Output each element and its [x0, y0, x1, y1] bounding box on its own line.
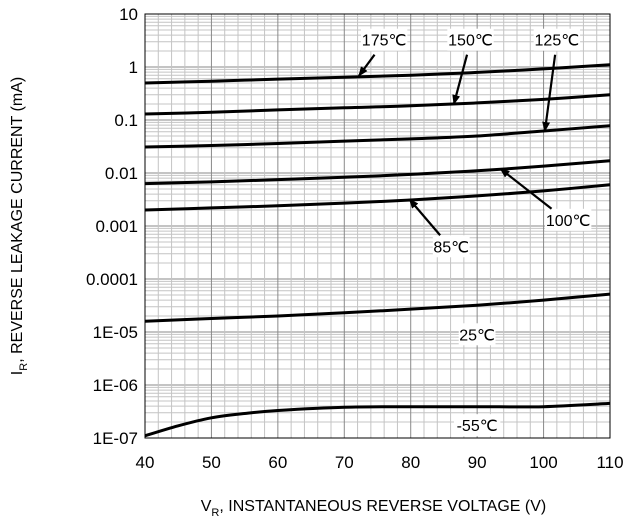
- x-tick-label: 90: [468, 453, 487, 472]
- temperature-annotations: 175℃ 150℃ 125℃ 100℃ 85℃ 25℃ -55℃: [358, 28, 592, 437]
- temperature-label: 100℃: [546, 213, 591, 230]
- grid-lines: [144, 13, 611, 439]
- annotation-arrow: [358, 54, 376, 77]
- y-tick-label: 1E-05: [93, 323, 138, 342]
- plot-frame: [144, 13, 611, 439]
- y-tick-label: 0.0001: [86, 270, 138, 289]
- annotation-background: [533, 28, 581, 51]
- x-tick-label: 60: [268, 453, 287, 472]
- x-tick-label: 100: [529, 453, 557, 472]
- temperature-label: -55℃: [457, 418, 498, 435]
- series-lines: [144, 63, 611, 438]
- x-axis-title-sub: R: [211, 507, 219, 519]
- annotation-arrow: [452, 54, 469, 106]
- temperature-label: 150℃: [448, 33, 493, 50]
- y-tick-label: 10: [119, 5, 138, 24]
- annotation-arrow: [542, 54, 557, 132]
- x-tick-label: 40: [136, 453, 155, 472]
- series-line: [144, 124, 611, 149]
- series-line: [144, 183, 611, 212]
- annotation-background: [544, 208, 592, 231]
- series-line: [144, 292, 611, 323]
- y-tick-label: 0.01: [105, 164, 138, 183]
- temperature-label: 85℃: [433, 239, 469, 256]
- annotation-background: [360, 28, 408, 51]
- x-tick-label: 70: [335, 453, 354, 472]
- series-line: [144, 159, 611, 186]
- x-tick-labels: 40 50 60 70 80 90 100 110: [136, 453, 624, 472]
- temperature-label: 175℃: [362, 33, 407, 50]
- x-tick-label: 110: [596, 453, 623, 472]
- y-axis-title: IR, REVERSE LEAKAGE CURRENT (mA): [9, 77, 30, 375]
- annotation-background: [453, 414, 501, 437]
- annotation-arrow: [408, 198, 441, 236]
- y-axis-title-sub: R: [18, 363, 30, 371]
- y-tick-label: 0.001: [95, 217, 138, 236]
- y-tick-label: 1: [129, 58, 138, 77]
- temperature-label: 125℃: [535, 33, 580, 50]
- x-axis-title: VR, INSTANTANEOUS REVERSE VOLTAGE (V): [201, 498, 547, 519]
- series-line: [144, 93, 611, 116]
- y-axis-title-rest: , REVERSE LEAKAGE CURRENT (mA): [9, 77, 26, 363]
- y-axis-title-main: I: [9, 371, 26, 375]
- y-tick-labels: 1E-07 1E-06 1E-05 0.0001 0.001 0.01 0.1 1 10: [86, 5, 138, 448]
- x-axis-title-main: V: [201, 498, 212, 515]
- y-tick-label: 1E-07: [93, 429, 138, 448]
- x-axis-title-rest: , INSTANTANEOUS REVERSE VOLTAGE (V): [219, 498, 546, 515]
- series-line: [144, 63, 611, 85]
- temperature-label: 25℃: [459, 327, 495, 344]
- annotation-arrow: [499, 167, 553, 210]
- annotation-background: [458, 323, 496, 346]
- annotation-background: [447, 28, 494, 51]
- series-line: [144, 401, 611, 438]
- y-tick-label: 1E-06: [93, 376, 138, 395]
- annotation-background: [432, 235, 470, 258]
- y-tick-label: 0.1: [114, 111, 138, 130]
- x-tick-label: 50: [202, 453, 221, 472]
- x-tick-label: 80: [401, 453, 420, 472]
